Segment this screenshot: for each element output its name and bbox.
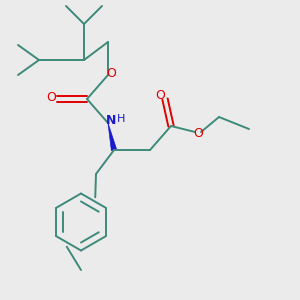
Text: O: O bbox=[193, 127, 203, 140]
Text: O: O bbox=[106, 67, 116, 80]
Text: N: N bbox=[106, 113, 116, 127]
Polygon shape bbox=[108, 123, 117, 151]
Text: O: O bbox=[156, 89, 165, 103]
Text: H: H bbox=[117, 113, 126, 124]
Text: O: O bbox=[46, 91, 56, 104]
